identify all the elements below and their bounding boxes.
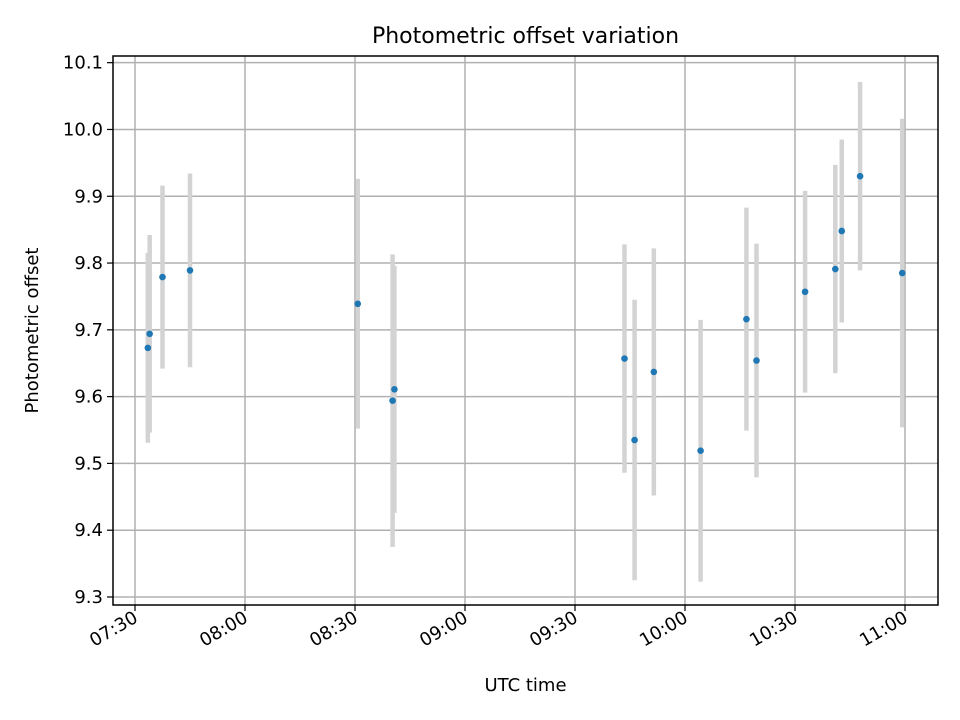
y-tick-label: 9.7 [74, 320, 103, 341]
x-axis-label: UTC time [484, 675, 566, 696]
y-axis-ticks: 9.3 9.4 9.5 9.6 9.7 9.8 9.9 10.0 10.1 [63, 53, 113, 608]
y-tick-label: 9.9 [74, 186, 103, 207]
data-point [832, 265, 839, 273]
data-point [856, 172, 864, 180]
data-point [801, 288, 809, 296]
y-tick-label: 9.4 [74, 520, 103, 541]
data-point [146, 330, 153, 338]
data-point [159, 273, 166, 281]
data-points [144, 172, 906, 455]
data-point [391, 385, 398, 393]
data-point [838, 227, 846, 235]
data-point [697, 447, 704, 455]
data-point [743, 315, 750, 323]
data-point [389, 397, 396, 404]
y-tick-label: 9.3 [74, 587, 103, 608]
y-axis-label: Photometric offset [22, 248, 43, 414]
data-point [144, 344, 152, 352]
data-point [650, 368, 658, 376]
y-tick-label: 9.6 [74, 387, 103, 408]
data-point [354, 300, 362, 308]
chart-title: Photometric offset variation [372, 24, 679, 49]
y-tick-label: 10.1 [63, 53, 103, 74]
data-point [631, 436, 638, 444]
y-tick-label: 9.5 [74, 453, 103, 474]
y-tick-label: 9.8 [74, 253, 103, 274]
data-point [186, 267, 194, 274]
data-point [898, 269, 906, 277]
grid [113, 56, 938, 605]
plot-frame [112, 55, 939, 606]
y-tick-label: 10.0 [63, 119, 103, 140]
data-point [621, 355, 628, 362]
data-point [753, 357, 760, 364]
